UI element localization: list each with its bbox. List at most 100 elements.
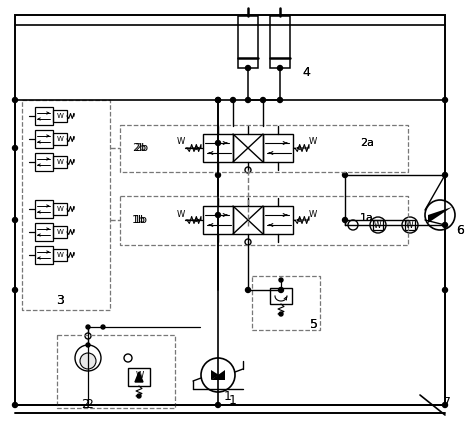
Text: 1b: 1b bbox=[134, 215, 148, 225]
Text: 2: 2 bbox=[85, 398, 93, 411]
Circle shape bbox=[246, 98, 250, 102]
Circle shape bbox=[216, 402, 220, 407]
Text: 2b: 2b bbox=[132, 143, 146, 153]
Circle shape bbox=[443, 288, 447, 292]
Bar bbox=[270, 16, 290, 68]
Bar bbox=[35, 107, 53, 125]
Bar bbox=[53, 110, 67, 122]
Polygon shape bbox=[211, 370, 219, 380]
Circle shape bbox=[230, 98, 236, 102]
Circle shape bbox=[75, 345, 101, 371]
Bar bbox=[270, 288, 292, 304]
Bar bbox=[263, 206, 293, 234]
Text: 6: 6 bbox=[456, 223, 464, 237]
Circle shape bbox=[12, 288, 18, 292]
Circle shape bbox=[246, 65, 250, 71]
Bar bbox=[35, 223, 53, 241]
Circle shape bbox=[443, 223, 447, 228]
Bar bbox=[53, 226, 67, 238]
Circle shape bbox=[101, 325, 105, 329]
Text: W: W bbox=[56, 113, 64, 119]
Text: W: W bbox=[309, 209, 317, 219]
Circle shape bbox=[12, 217, 18, 223]
Text: W: W bbox=[136, 371, 144, 380]
Text: 5: 5 bbox=[310, 318, 318, 332]
Text: 6: 6 bbox=[456, 223, 464, 237]
Bar bbox=[263, 134, 293, 162]
Text: 1: 1 bbox=[229, 393, 237, 407]
Text: 1b: 1b bbox=[132, 215, 146, 225]
Text: 4: 4 bbox=[302, 65, 310, 78]
Circle shape bbox=[86, 343, 90, 347]
Circle shape bbox=[137, 394, 141, 398]
Bar bbox=[53, 203, 67, 215]
Bar bbox=[405, 220, 415, 230]
Text: 1: 1 bbox=[224, 390, 232, 404]
Bar bbox=[35, 200, 53, 218]
Text: 1a: 1a bbox=[360, 213, 374, 223]
Bar bbox=[35, 153, 53, 171]
Polygon shape bbox=[428, 207, 452, 223]
Text: W: W bbox=[56, 229, 64, 235]
Circle shape bbox=[80, 353, 96, 369]
Bar bbox=[35, 246, 53, 264]
Text: 2: 2 bbox=[81, 398, 89, 411]
Circle shape bbox=[443, 98, 447, 102]
Circle shape bbox=[343, 217, 347, 223]
Circle shape bbox=[12, 146, 18, 151]
Circle shape bbox=[216, 140, 220, 146]
Polygon shape bbox=[211, 370, 225, 380]
Circle shape bbox=[245, 167, 251, 173]
Circle shape bbox=[443, 172, 447, 178]
Circle shape bbox=[343, 172, 347, 178]
Text: 7: 7 bbox=[443, 396, 451, 410]
Text: 4: 4 bbox=[302, 65, 310, 78]
Circle shape bbox=[245, 239, 251, 245]
Circle shape bbox=[85, 333, 91, 339]
Circle shape bbox=[425, 200, 455, 230]
Text: 2a: 2a bbox=[360, 138, 374, 148]
Text: W: W bbox=[309, 137, 317, 146]
Text: W: W bbox=[56, 159, 64, 165]
Circle shape bbox=[277, 65, 283, 71]
Text: 1a: 1a bbox=[360, 213, 374, 223]
Circle shape bbox=[279, 288, 283, 292]
Text: W: W bbox=[56, 252, 64, 258]
Text: 2a: 2a bbox=[360, 138, 374, 148]
Circle shape bbox=[246, 288, 250, 292]
Bar bbox=[203, 206, 233, 234]
Circle shape bbox=[279, 278, 283, 282]
Bar bbox=[53, 156, 67, 168]
Text: 3: 3 bbox=[56, 294, 64, 306]
Text: 2b: 2b bbox=[134, 143, 148, 153]
Circle shape bbox=[277, 98, 283, 102]
Circle shape bbox=[348, 220, 358, 230]
Circle shape bbox=[370, 217, 386, 233]
Circle shape bbox=[124, 354, 132, 362]
Text: W: W bbox=[177, 137, 185, 146]
Circle shape bbox=[216, 98, 220, 102]
Bar bbox=[233, 206, 263, 234]
Circle shape bbox=[201, 358, 235, 392]
Bar bbox=[53, 249, 67, 261]
Circle shape bbox=[261, 98, 265, 102]
Text: W: W bbox=[406, 220, 414, 229]
Polygon shape bbox=[135, 372, 143, 382]
Circle shape bbox=[216, 98, 220, 102]
Circle shape bbox=[402, 217, 418, 233]
Text: W: W bbox=[56, 206, 64, 212]
Bar bbox=[53, 133, 67, 145]
Bar bbox=[35, 130, 53, 148]
Bar bbox=[373, 220, 383, 230]
Text: 3: 3 bbox=[56, 294, 64, 306]
Circle shape bbox=[86, 325, 90, 329]
Text: W: W bbox=[177, 209, 185, 219]
Circle shape bbox=[12, 402, 18, 407]
Text: W: W bbox=[56, 136, 64, 142]
Bar bbox=[238, 16, 258, 68]
Circle shape bbox=[216, 172, 220, 178]
Circle shape bbox=[279, 312, 283, 316]
Text: 5: 5 bbox=[310, 318, 318, 332]
Circle shape bbox=[443, 402, 447, 407]
Circle shape bbox=[12, 98, 18, 102]
